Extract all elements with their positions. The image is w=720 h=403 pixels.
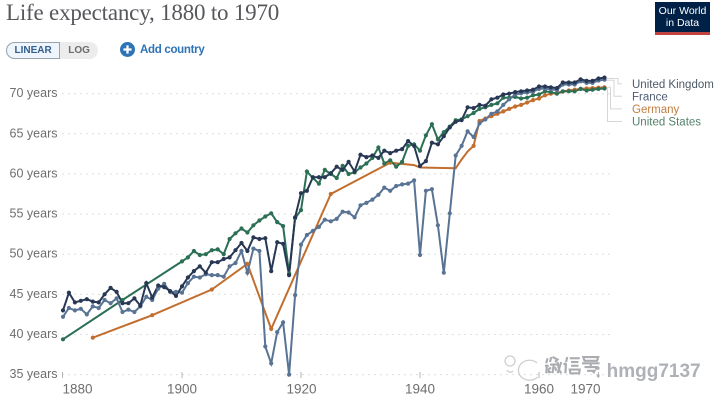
svg-text:1970: 1970 (570, 382, 600, 397)
svg-text:1920: 1920 (286, 382, 316, 397)
svg-text:1940: 1940 (405, 382, 435, 397)
svg-text:65 years: 65 years (10, 126, 58, 140)
svg-text:35 years: 35 years (10, 367, 58, 381)
svg-text:40 years: 40 years (10, 327, 58, 341)
svg-text:1880: 1880 (63, 382, 93, 397)
svg-text:Germany: Germany (632, 104, 680, 116)
svg-text:55 years: 55 years (10, 207, 58, 221)
svg-text:60 years: 60 years (10, 167, 58, 181)
svg-text:1960: 1960 (524, 382, 554, 397)
svg-text:United States: United States (632, 117, 701, 129)
svg-text:France: France (632, 91, 668, 103)
svg-text:United Kingdom: United Kingdom (632, 79, 714, 91)
svg-text:: hmgg7137: : hmgg7137 (595, 361, 701, 382)
svg-text:70 years: 70 years (10, 86, 58, 100)
svg-text:45 years: 45 years (10, 287, 58, 301)
svg-text:50 years: 50 years (10, 247, 58, 261)
svg-text:1900: 1900 (167, 382, 197, 397)
